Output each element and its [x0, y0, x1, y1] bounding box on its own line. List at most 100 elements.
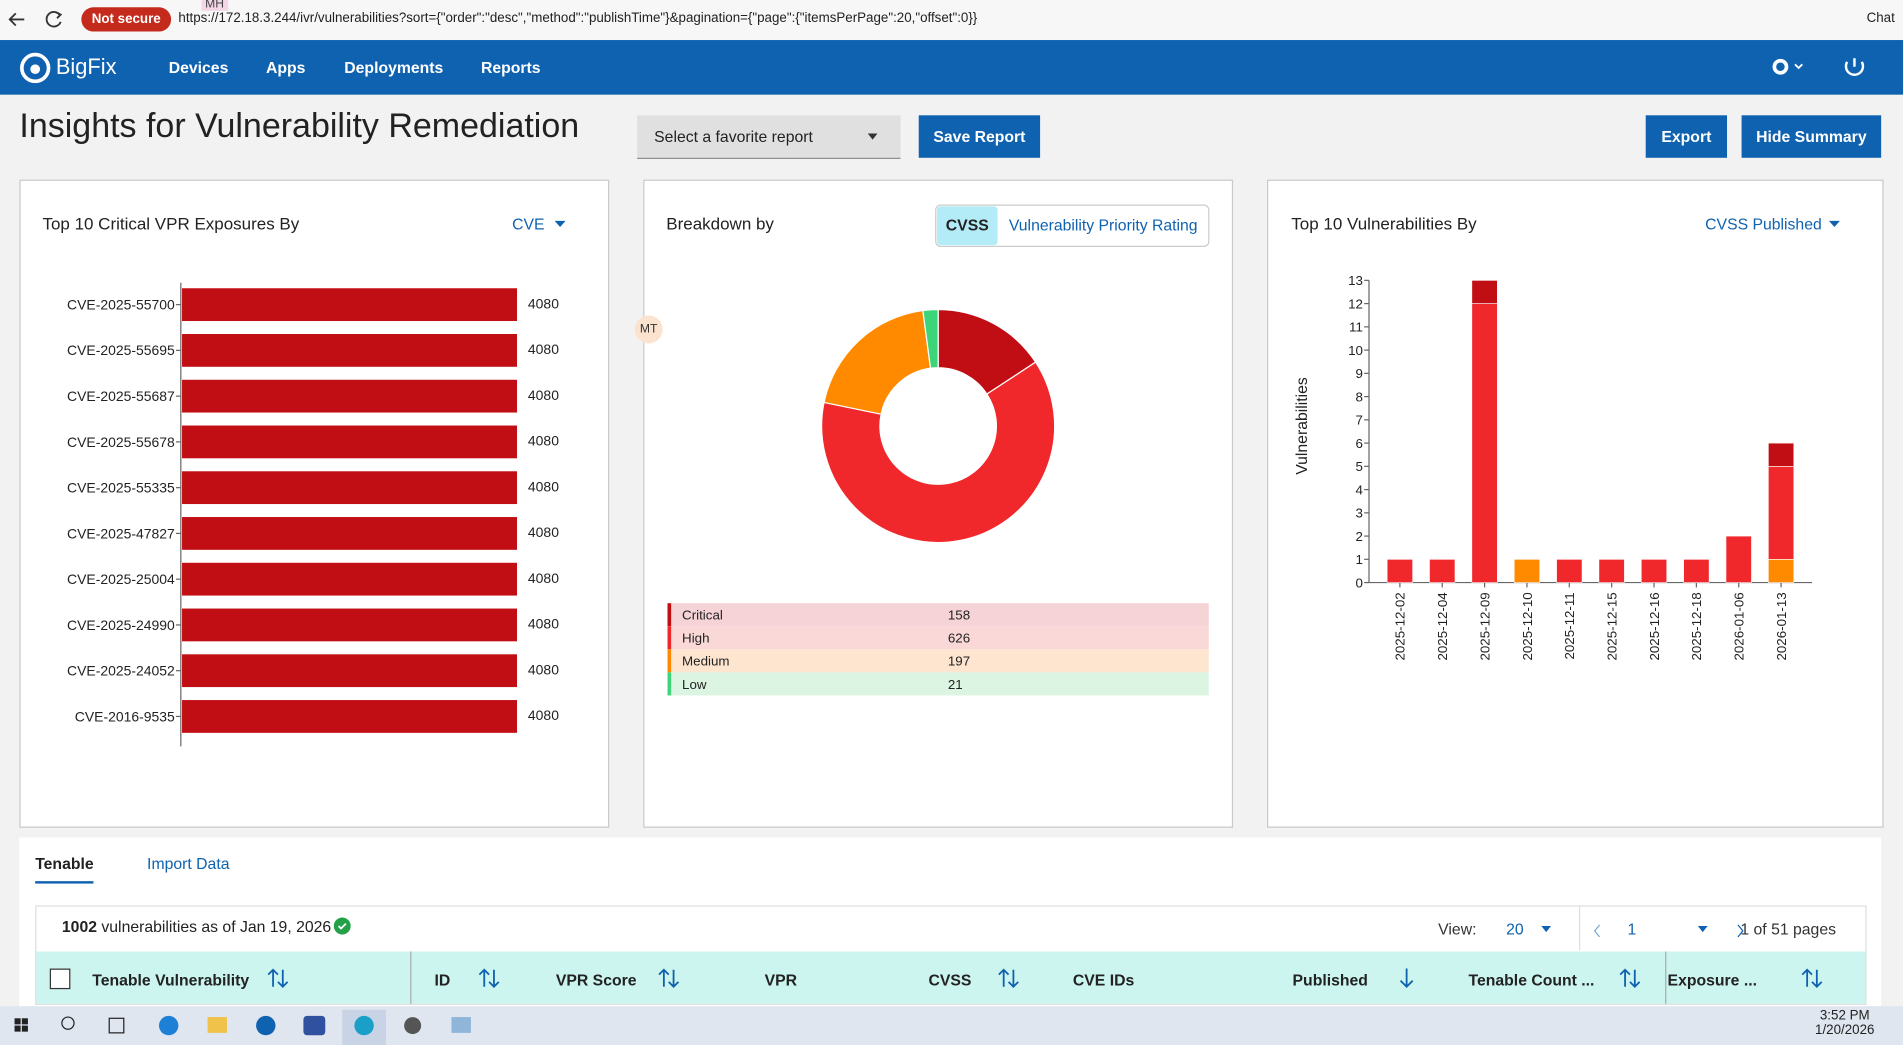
brand-logo [19, 52, 51, 84]
legend-swatch [668, 603, 672, 626]
date: 1/20/2026 [1808, 1023, 1881, 1038]
legend-label: Low [682, 677, 707, 692]
caret [868, 132, 880, 142]
bar [182, 288, 517, 321]
x-tick-label: 2025-12-16 [1647, 592, 1662, 660]
select-all-checkbox[interactable] [50, 969, 71, 990]
bar [182, 654, 517, 687]
sort-icon[interactable] [1396, 967, 1418, 989]
legend-value: 626 [948, 631, 970, 646]
cursor-badge: MT [635, 316, 663, 344]
url[interactable]: https://172.18.3.244/ivr/vulnerabilities… [178, 11, 977, 26]
bar-segment [1429, 559, 1454, 582]
bar-segment [1514, 559, 1539, 582]
table: 1002 vulnerabilities as of Jan 19, 2026 … [35, 905, 1866, 1005]
caret [555, 221, 566, 227]
clock: 3:52 PM1/20/2026 [1808, 1009, 1881, 1038]
y-tick-label: 7 [1356, 413, 1363, 428]
browser-nav-icons [0, 0, 85, 40]
tab[interactable]: Import Data [147, 852, 229, 884]
nav-item[interactable]: Devices [169, 58, 229, 76]
copilot[interactable]: Chat [1867, 11, 1895, 26]
nav-item[interactable]: Apps [266, 58, 305, 76]
column-header[interactable]: Tenable Count ... [1469, 971, 1595, 989]
pager-icons[interactable] [1541, 922, 1759, 937]
table-header: Tenable Vulnerability ID VPR Score VPR CVSS C… [36, 952, 1865, 1004]
card-top-vulns: Top 10 Vulnerabilities ByCVSS PublishedV… [1267, 180, 1884, 828]
column-header[interactable]: VPR [765, 971, 797, 989]
column-header[interactable]: CVSS [928, 971, 971, 989]
bar-segment [1387, 559, 1412, 582]
taskbar-icons [0, 1006, 485, 1045]
sort-icon[interactable] [998, 967, 1020, 989]
browser-bar: Not secure https://172.18.3.244/ivr/vuln… [0, 0, 1903, 41]
favorite-placeholder: Select a favorite report [654, 127, 813, 145]
chart-selector: CVSS Published [1705, 216, 1822, 233]
sort-icon[interactable] [478, 967, 500, 989]
legend-value: 21 [948, 677, 963, 692]
bar [182, 700, 517, 733]
card-breakdown: Breakdown byCVSSVulnerability Priority R… [643, 180, 1233, 828]
nav-icons [1766, 55, 1875, 82]
view-select[interactable]: 20 [1506, 920, 1524, 938]
column-divider [1665, 952, 1666, 1004]
bar-segment [1557, 559, 1582, 582]
nav-item[interactable]: Reports [481, 58, 541, 76]
category-label: CVE-2025-25004 [67, 571, 175, 587]
column-header[interactable]: VPR Score [556, 971, 637, 989]
value-label: 4080 [528, 387, 559, 403]
category-label: CVE-2025-55335 [67, 480, 175, 496]
column-header[interactable]: ID [434, 971, 450, 989]
y-tick-label: 0 [1356, 575, 1363, 590]
sort-icon[interactable] [1801, 967, 1823, 989]
hide-summary-button[interactable]: Hide Summary [1742, 115, 1882, 157]
column-header[interactable]: Tenable Vulnerability [92, 971, 249, 989]
bar-segment [1726, 536, 1751, 582]
bar [182, 563, 517, 596]
category-label: CVE-2025-55700 [67, 296, 175, 312]
as-of: vulnerabilities as of Jan 19, 2026 [101, 918, 331, 936]
x-tick-label: 2025-12-04 [1435, 592, 1450, 661]
toggle-option[interactable]: Vulnerability Priority Rating [1009, 218, 1198, 235]
save-report-button[interactable]: Save Report [919, 115, 1040, 157]
y-tick-label: 11 [1349, 320, 1363, 335]
column-header[interactable]: Published [1293, 971, 1368, 989]
sort-arrow [659, 970, 678, 987]
value-label: 4080 [528, 478, 559, 494]
y-tick-label: 13 [1348, 273, 1363, 288]
brand[interactable]: BigFix [56, 55, 117, 80]
page-title: Insights for Vulnerability Remediation [19, 107, 579, 146]
category-label: CVE-2025-24990 [67, 617, 175, 633]
legend-swatch [668, 672, 672, 695]
value-label: 4080 [528, 570, 559, 586]
export-button[interactable]: Export [1646, 115, 1727, 157]
nav-item[interactable]: Deployments [344, 58, 443, 76]
column-header[interactable]: Exposure ... [1668, 971, 1757, 989]
x-tick-label: 2025-12-18 [1689, 592, 1704, 660]
y-tick-label: 4 [1356, 482, 1364, 497]
bar [182, 426, 517, 459]
tab[interactable]: Tenable [35, 852, 93, 884]
y-axis-label: Vulnerabilities [1294, 377, 1311, 475]
value-label: 4080 [528, 707, 559, 723]
view-label: View: [1438, 920, 1476, 938]
bar-segment [1684, 559, 1709, 582]
security-badge[interactable]: Not secure [81, 7, 171, 31]
value-label: 4080 [528, 341, 559, 357]
sort-icon[interactable] [658, 967, 680, 989]
value-label: 4080 [528, 661, 559, 677]
legend-row [668, 672, 1209, 695]
toggle-option[interactable]: CVSS [946, 218, 989, 235]
sort-icon[interactable] [1619, 967, 1641, 989]
bar-segment [1472, 304, 1497, 583]
favorite-select[interactable]: Select a favorite report [637, 115, 900, 159]
sort-icon[interactable] [267, 967, 289, 989]
bar [182, 609, 517, 642]
x-tick-label: 2026-01-06 [1732, 592, 1747, 660]
column-header[interactable]: CVE IDs [1073, 971, 1134, 989]
y-tick-label: 5 [1356, 459, 1363, 474]
legend-label: Critical [682, 608, 723, 623]
chart-selector: CVE [512, 216, 544, 233]
bar-segment [1768, 559, 1793, 582]
